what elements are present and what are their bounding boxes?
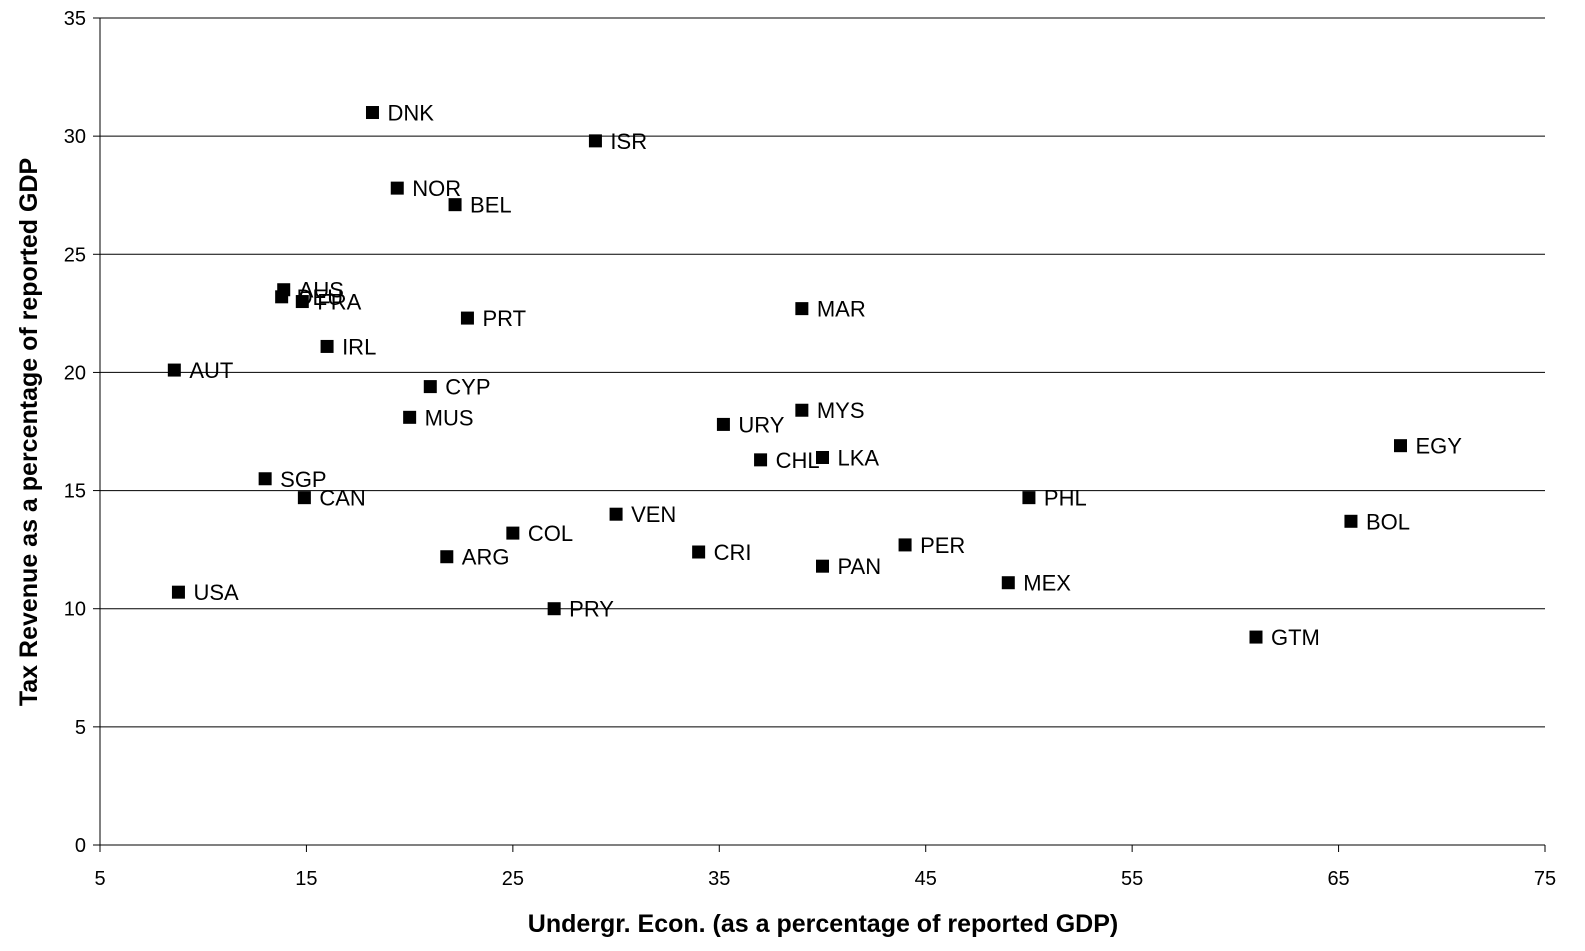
gridlines [100, 17, 1545, 728]
data-point-marker [588, 134, 602, 148]
data-point-marker [365, 106, 379, 120]
data-point-label: MEX [1023, 571, 1071, 596]
x-tick-label: 75 [1534, 868, 1556, 890]
data-point-marker [547, 602, 561, 616]
data-point-marker [423, 380, 437, 394]
data-point-marker [816, 450, 829, 464]
axes [99, 18, 1545, 846]
data-point-label: ARG [462, 545, 510, 570]
y-tick-label: 30 [64, 126, 86, 148]
data-point-marker [716, 417, 730, 431]
y-tick-label: 10 [64, 599, 86, 621]
data-point-marker [754, 453, 768, 467]
data-point-label: AUT [189, 358, 233, 383]
data-point-marker [448, 198, 462, 212]
y-axis-ticks: 0 5 10 15 20 25 30 35 [64, 8, 100, 857]
x-axis-ticks: 5 15 25 35 45 55 65 75 [94, 845, 1556, 890]
data-point-label: BOL [1366, 509, 1410, 534]
data-point-label: SGP [280, 467, 326, 492]
y-tick-label: 0 [75, 835, 86, 857]
data-point-marker [390, 181, 404, 195]
data-point-marker [295, 295, 309, 309]
y-tick-label: 5 [75, 717, 86, 739]
data-point-marker [297, 491, 311, 505]
data-point-label: IRL [342, 334, 376, 359]
data-point-label: CRI [714, 540, 752, 565]
data-point-marker [816, 559, 829, 573]
y-tick-label: 25 [64, 244, 86, 266]
data-point-label: COL [528, 521, 573, 546]
data-point-label: MAR [817, 297, 866, 322]
data-point-label: ISR [610, 129, 647, 154]
data-point-marker [403, 410, 417, 424]
y-tick-label: 15 [64, 481, 86, 503]
x-tick-label: 55 [1121, 868, 1143, 890]
data-point-label: LKA [838, 445, 880, 470]
data-point-label: PRT [482, 306, 526, 331]
data-point-label: EGY [1416, 434, 1463, 459]
x-axis-title: Undergr. Econ. (as a percentage of repor… [528, 910, 1118, 938]
data-point-label: CHL [776, 448, 820, 473]
data-point-label: NOR [412, 176, 461, 201]
data-point-marker [167, 363, 181, 377]
data-point-label: CYP [445, 375, 490, 400]
data-point-marker [275, 290, 289, 304]
data-point-marker [1022, 491, 1036, 505]
data-point-label: PAN [838, 554, 882, 579]
data-point-marker [460, 311, 474, 325]
x-tick-label: 35 [708, 868, 730, 890]
data-point-marker [1249, 630, 1263, 644]
data-point-marker [258, 472, 272, 486]
x-tick-label: 5 [94, 868, 105, 890]
y-tick-label: 20 [64, 362, 86, 384]
data-point-marker [1394, 439, 1407, 453]
data-point-label: DNK [387, 101, 434, 126]
x-tick-label: 65 [1327, 868, 1349, 890]
data-point-label: PHL [1044, 486, 1087, 511]
x-tick-label: 45 [915, 868, 937, 890]
y-tick-label: 35 [64, 8, 86, 30]
data-point-label: GTM [1271, 625, 1320, 650]
data-point-marker [692, 545, 706, 559]
data-point-marker [898, 538, 912, 552]
data-point-label: USA [193, 580, 239, 605]
data-point-label: MYS [817, 398, 865, 423]
data-point-marker [795, 403, 809, 417]
y-axis-title: Tax Revenue as a percentage of reported … [15, 158, 43, 706]
data-point-label: MUS [425, 405, 474, 430]
x-tick-label: 15 [295, 868, 317, 890]
data-point-marker [609, 507, 623, 521]
data-point-label: PER [920, 533, 965, 558]
data-point-marker [1001, 576, 1015, 590]
data-point-marker [506, 526, 520, 540]
data-point-marker [320, 339, 334, 353]
data-point-label: URY [738, 412, 784, 437]
data-point-label: BEL [470, 193, 512, 218]
data-point-marker [1344, 514, 1358, 528]
data-point-label: PRY [569, 597, 614, 622]
data-point-marker [171, 585, 185, 599]
data-point-marker [440, 550, 454, 564]
data-point-marker [795, 302, 809, 316]
data-point-label: CAN [319, 486, 365, 511]
data-point-label: VEN [631, 502, 676, 527]
x-tick-label: 25 [502, 868, 524, 890]
data-point-label: FRA [317, 290, 361, 315]
